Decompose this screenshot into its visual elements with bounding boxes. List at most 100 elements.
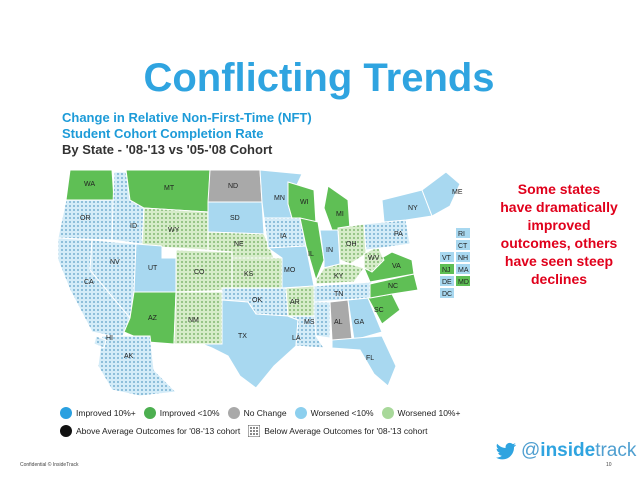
- box-dc: [440, 288, 454, 298]
- brand-track: track: [595, 440, 637, 461]
- state-label-ny: NY: [408, 205, 418, 212]
- state-ne-region: [421, 171, 461, 217]
- brand-at: @: [521, 440, 541, 461]
- legend-item-above-average: Above Average Outcomes for '08-'13 cohor…: [60, 425, 240, 437]
- state-label-wy: WY: [168, 227, 180, 234]
- legend-item-improved-10: Improved 10%+: [60, 407, 136, 419]
- state-label-mt: MT: [164, 185, 175, 192]
- box-vt: [440, 252, 454, 262]
- state-label-wa: WA: [84, 181, 95, 188]
- state-label-ky: KY: [334, 273, 344, 280]
- state-va: [363, 251, 415, 283]
- state-mi: [323, 185, 351, 231]
- brand-handle: @ inside track: [495, 440, 636, 462]
- footer-confidential: Confidential © InsideTrack: [20, 462, 79, 468]
- state-label-in: IN: [326, 247, 333, 254]
- page-number: 10: [606, 462, 612, 468]
- state-label-sc: SC: [374, 307, 384, 314]
- box-nj: [440, 264, 454, 274]
- state-ny: [381, 189, 433, 223]
- state-label-va: VA: [392, 263, 401, 270]
- map-legend: Improved 10%+ Improved <10% No Change Wo…: [60, 404, 490, 440]
- state-hi: [93, 335, 107, 349]
- legend-label: Above Average Outcomes for '08-'13 cohor…: [76, 426, 241, 436]
- state-label-wi: WI: [300, 199, 309, 206]
- box-ri: [456, 228, 470, 238]
- legend-label: Improved <10%: [159, 408, 220, 418]
- subtitle-line-3: By State - '08-'13 vs '05-'08 Cohort: [62, 142, 273, 157]
- state-label-co: CO: [194, 269, 205, 276]
- legend-swatch: [227, 407, 240, 419]
- map-subtitle: Change in Relative Non-First-Time (NFT) …: [62, 110, 312, 158]
- ne-small-states: RI CT VT NH NJ MA DE MD DC: [440, 228, 470, 298]
- state-oh: [337, 223, 367, 265]
- state-pa: [363, 219, 411, 251]
- state-label-nv: NV: [110, 259, 120, 266]
- state-label-sd: SD: [230, 215, 240, 222]
- box-ri-label: RI: [458, 231, 465, 238]
- state-label-me: ME: [452, 189, 463, 196]
- state-label-oh: OH: [346, 241, 357, 248]
- legend-item-worsened-lt10: Worsened <10%: [294, 407, 374, 419]
- legend-label: No Change: [243, 408, 287, 418]
- legend-row-outcome: Above Average Outcomes for '08-'13 cohor…: [60, 422, 490, 440]
- state-label-mn: MN: [274, 195, 285, 202]
- state-label-nd: ND: [228, 183, 238, 190]
- state-label-ms: MS: [304, 319, 315, 326]
- us-map-svg: WA OR CA ID NV MT WY UT AZ CO NM ND SD N…: [57, 169, 470, 397]
- brand-inside: inside: [540, 440, 596, 461]
- state-label-ut: UT: [148, 265, 158, 272]
- us-map: WA OR CA ID NV MT WY UT AZ CO NM ND SD N…: [52, 160, 492, 400]
- state-ks: [231, 257, 283, 289]
- subtitle-line-1: Change in Relative Non-First-Time (NFT): [62, 110, 312, 125]
- state-label-ca: CA: [84, 279, 94, 286]
- twitter-bird-icon: [495, 442, 517, 460]
- state-label-wv: WV: [368, 255, 380, 262]
- state-label-tn: TN: [334, 291, 343, 298]
- state-label-tx: TX: [238, 333, 247, 340]
- legend-item-improved-lt10: Improved <10%: [143, 407, 220, 419]
- legend-swatch: [60, 407, 72, 419]
- state-label-mi: MI: [336, 211, 344, 218]
- box-nh-label: NH: [458, 255, 468, 262]
- state-label-pa: PA: [394, 231, 403, 238]
- state-label-ne: NE: [234, 241, 244, 248]
- box-nj-label: NJ: [442, 267, 451, 274]
- state-label-al: AL: [334, 319, 343, 326]
- state-label-ga: GA: [354, 319, 364, 326]
- state-label-ia: IA: [280, 233, 287, 240]
- subtitle-line-2: Student Cohort Completion Rate: [62, 126, 264, 141]
- box-md-label: MD: [458, 279, 469, 286]
- box-vt-label: VT: [442, 255, 452, 262]
- box-ct: [456, 240, 470, 250]
- box-nh: [456, 252, 470, 262]
- box-ct-label: CT: [458, 243, 468, 250]
- box-md: [456, 276, 470, 286]
- state-label-fl: FL: [366, 355, 374, 362]
- state-label-la: LA: [292, 335, 301, 342]
- state-fl: [331, 335, 397, 387]
- legend-swatch: [381, 407, 394, 419]
- legend-label: Worsened <10%: [310, 408, 374, 418]
- state-label-id: ID: [130, 223, 137, 230]
- box-ma: [456, 264, 470, 274]
- state-tx: [201, 299, 299, 389]
- legend-item-worsened-10: Worsened 10%+: [381, 407, 461, 419]
- state-label-il: IL: [308, 251, 314, 258]
- state-label-nm: NM: [188, 317, 199, 324]
- legend-label: Below Average Outcomes for '08-'13 cohor…: [264, 426, 428, 436]
- state-label-az: AZ: [148, 315, 158, 322]
- state-il: [299, 217, 325, 282]
- state-label-ok: OK: [252, 297, 262, 304]
- state-label-hi: HI: [106, 335, 113, 342]
- state-label-nc: NC: [388, 283, 398, 290]
- state-ms: [313, 301, 331, 339]
- state-ga: [347, 297, 383, 341]
- legend-label: Worsened 10%+: [397, 408, 461, 418]
- state-ak: [97, 335, 178, 397]
- legend-swatch-dotted: [248, 425, 261, 437]
- box-de: [440, 276, 454, 286]
- legend-swatch: [143, 407, 156, 419]
- state-label-ks: KS: [244, 271, 254, 278]
- state-ky: [315, 263, 365, 285]
